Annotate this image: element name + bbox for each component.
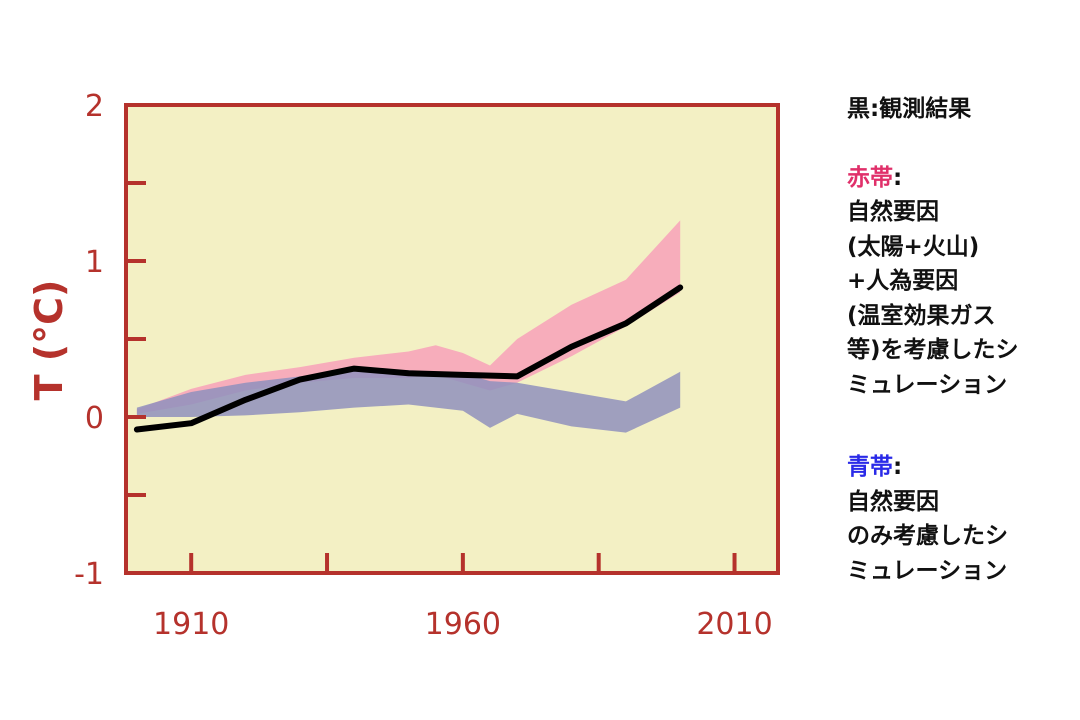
- y-tick-label: 2: [85, 89, 104, 124]
- legend-red-line-5: 等)を考慮したシ: [847, 337, 1019, 363]
- x-tick-label: 1960: [425, 607, 501, 642]
- legend-red-band-heading: 赤帯:: [847, 161, 1072, 196]
- y-tick-label: -1: [74, 557, 104, 592]
- y-tick-labels: -1 0 1 2: [74, 89, 104, 592]
- blue-band-colon: :: [893, 454, 903, 480]
- legend-black-line: 黒:観測結果: [847, 96, 972, 122]
- plot-background: [126, 105, 778, 573]
- natural-only-band: [136, 368, 681, 433]
- y-tick-label: 0: [85, 401, 104, 436]
- axis-ticks: [126, 181, 737, 573]
- observed-temperature-line: [133, 284, 684, 433]
- legend-red-line-2: (太陽+火山): [847, 233, 980, 260]
- red-band-colon: :: [893, 164, 903, 191]
- legend-blue-line-1: 自然要因: [847, 488, 939, 515]
- y-tick-label: 1: [85, 245, 104, 280]
- x-tick-label: 1910: [153, 607, 229, 642]
- legend-red-line-3: +人為要因: [847, 268, 959, 294]
- x-tick-label: 2010: [696, 607, 772, 642]
- natural-plus-anthropogenic-band: [136, 220, 681, 414]
- temperature-chart: -1 0 1 2 1910 1960 2010 T (°C): [27, 89, 780, 642]
- legend-red-line-4: (温室効果ガス: [847, 302, 996, 329]
- x-tick-labels: 1910 1960 2010: [153, 607, 773, 642]
- simulation-bands: [136, 220, 681, 433]
- legend-blue-band-heading: 青帯:: [847, 450, 1072, 485]
- blue-band-key: 青帯: [847, 454, 893, 480]
- observation-line-group: [133, 284, 684, 433]
- legend-blue-line-2: のみ考慮したシ: [847, 523, 1008, 549]
- legend-panel: 黒:観測結果 赤帯: 自然要因 (太陽+火山) +人為要因 (温室効果ガス 等)…: [847, 92, 1072, 588]
- y-axis-title: T (°C): [27, 280, 71, 401]
- red-band-key: 赤帯: [847, 164, 893, 191]
- legend-blue-line-3: ミュレーション: [847, 557, 1008, 584]
- legend-red-line-1: 自然要因: [847, 199, 939, 225]
- legend-red-line-6: ミュレーション: [847, 371, 1008, 398]
